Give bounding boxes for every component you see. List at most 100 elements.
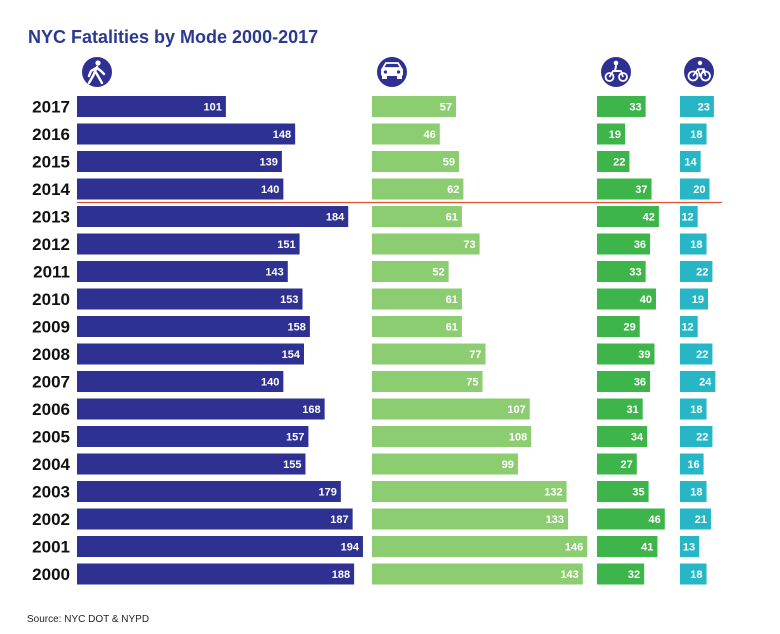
data-label: 132 — [544, 487, 562, 499]
year-label: 2001 — [32, 538, 70, 557]
chart-title: NYC Fatalities by Mode 2000-2017 — [28, 27, 319, 47]
data-label: 37 — [635, 184, 647, 196]
bar — [597, 206, 659, 227]
bar — [77, 371, 284, 392]
bar — [680, 536, 700, 557]
data-label: 22 — [613, 157, 625, 169]
data-label: 143 — [560, 569, 578, 581]
bar — [372, 371, 483, 392]
pedestrian-icon — [82, 57, 112, 87]
bar — [372, 508, 569, 530]
bar — [597, 371, 651, 392]
bar — [77, 508, 353, 530]
data-label: 29 — [623, 322, 635, 334]
bar — [372, 563, 583, 585]
data-label: 148 — [273, 129, 291, 141]
bar — [680, 426, 713, 447]
year-label: 2014 — [32, 180, 70, 199]
bar — [77, 481, 341, 502]
bar — [77, 96, 226, 117]
data-label: 12 — [681, 322, 693, 334]
bar — [372, 536, 588, 557]
year-label: 2010 — [32, 290, 70, 309]
bar — [680, 563, 707, 585]
year-label: 2005 — [32, 428, 70, 447]
data-label: 24 — [699, 377, 712, 389]
year-label: 2011 — [33, 263, 70, 282]
data-label: 151 — [277, 239, 295, 251]
data-label: 21 — [695, 514, 707, 526]
data-label: 18 — [690, 239, 702, 251]
year-label: 2002 — [32, 510, 70, 529]
bar — [680, 151, 701, 172]
bar — [372, 398, 530, 420]
data-label: 59 — [443, 157, 455, 169]
bar — [680, 371, 716, 392]
data-label: 179 — [318, 487, 336, 499]
data-label: 18 — [690, 129, 702, 141]
bar — [77, 453, 306, 475]
data-label: 40 — [640, 294, 652, 306]
bar — [597, 481, 649, 502]
bar — [77, 426, 309, 447]
bar — [597, 536, 658, 557]
data-label: 18 — [690, 487, 702, 499]
year-label: 2015 — [32, 153, 70, 172]
bar — [680, 453, 704, 475]
data-label: 61 — [446, 212, 458, 224]
data-label: 77 — [469, 349, 481, 361]
bar — [372, 96, 457, 117]
data-label: 61 — [446, 322, 458, 334]
data-label: 57 — [440, 102, 452, 114]
bar — [372, 481, 567, 502]
bar — [77, 398, 325, 420]
bar — [680, 398, 707, 420]
bar — [597, 453, 637, 475]
bar — [77, 123, 296, 145]
year-labels: 2017 2016 2015 2014 2013 2012 2011 2010 2009 2008… — [32, 98, 70, 585]
data-label: 31 — [626, 404, 638, 416]
car-icon — [377, 57, 407, 87]
bar — [597, 151, 630, 172]
bar — [597, 563, 645, 585]
bar — [680, 206, 698, 227]
data-label: 143 — [265, 267, 283, 279]
bar — [597, 398, 643, 420]
data-label: 75 — [466, 377, 478, 389]
bar — [77, 343, 304, 365]
motorcycle-icon — [601, 57, 631, 87]
data-label: 61 — [446, 294, 458, 306]
bar — [77, 288, 303, 310]
data-label: 139 — [260, 157, 278, 169]
data-label: 62 — [447, 184, 459, 196]
data-label: 19 — [609, 129, 621, 141]
data-label: 36 — [634, 239, 646, 251]
bar — [597, 233, 651, 255]
year-label: 2000 — [32, 565, 70, 584]
data-label: 168 — [302, 404, 320, 416]
year-label: 2006 — [32, 400, 70, 419]
data-label: 153 — [280, 294, 298, 306]
bar — [680, 123, 707, 145]
bar — [77, 206, 349, 227]
bar — [597, 261, 646, 282]
bicycle-icon — [684, 57, 714, 87]
bar — [597, 343, 655, 365]
data-label: 194 — [341, 542, 360, 554]
bar — [372, 426, 532, 447]
year-label: 2013 — [32, 208, 70, 227]
year-label: 2012 — [32, 235, 70, 254]
data-label: 18 — [690, 569, 702, 581]
bar — [680, 233, 707, 255]
bar — [77, 261, 288, 282]
bar — [77, 316, 310, 337]
data-label: 101 — [204, 102, 222, 114]
data-label: 34 — [631, 432, 644, 444]
bar — [680, 481, 707, 502]
data-label: 73 — [463, 239, 475, 251]
bar — [77, 178, 284, 200]
data-label: 14 — [684, 157, 697, 169]
bar — [77, 151, 282, 172]
